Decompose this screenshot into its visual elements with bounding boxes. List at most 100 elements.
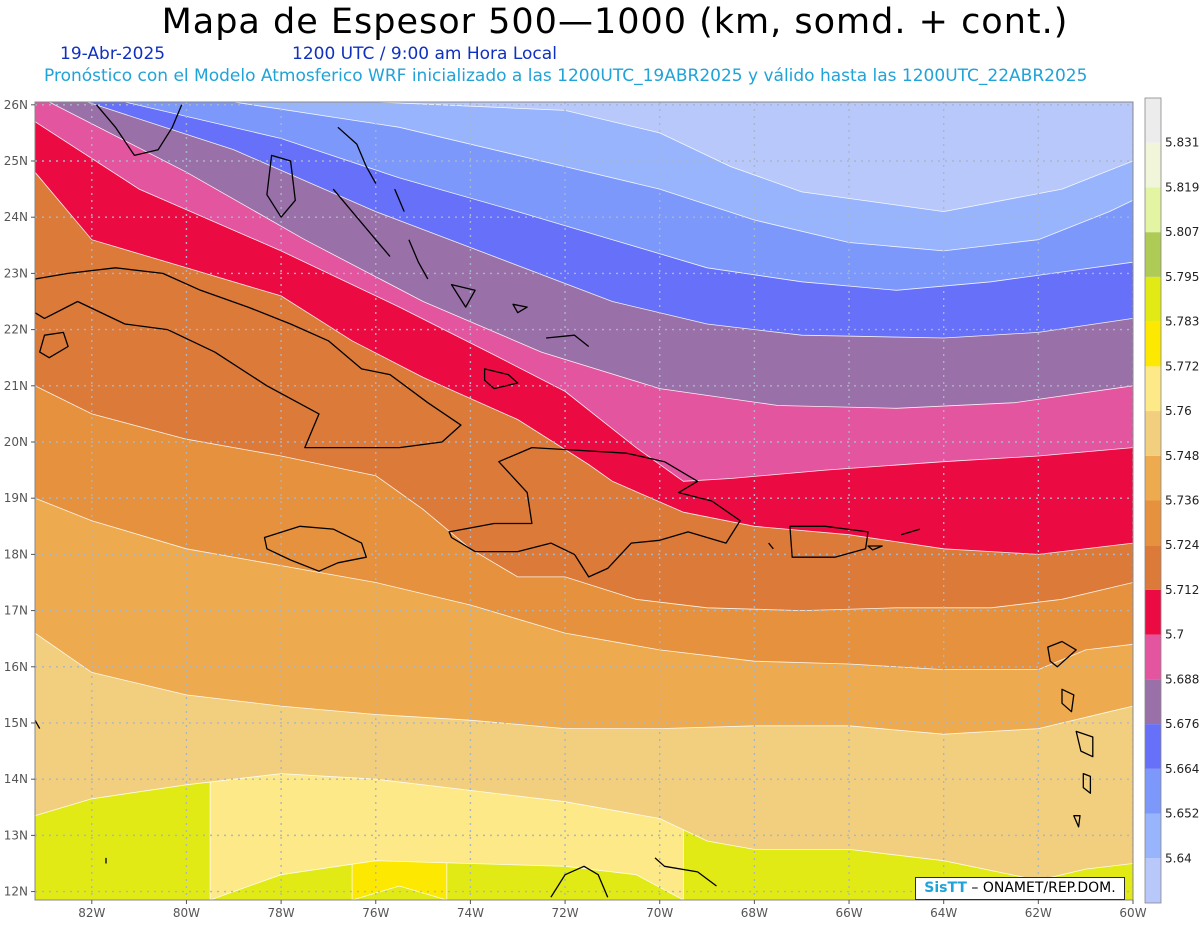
coast-cat-island [394,188,405,212]
coast-eleuthera [337,126,377,184]
lon-tick-label: 78W [268,906,295,920]
coast-turks-caicos [546,334,590,348]
colorbar: 5.64 5.652 5.664 5.676 5.688 5.7 5.712 5.724 5.7… [1144,97,1199,904]
coast-guadeloupe [1047,640,1077,668]
coast-andros [266,154,296,218]
coast-florida [96,104,183,157]
lat-tick-label: 25N [4,154,28,168]
lon-tick-label: 66W [835,906,862,920]
colorbar-swatch [1145,98,1161,143]
colorbar-swatch [1145,813,1161,859]
lat-tick-label: 16N [4,660,28,674]
colorbar-label: 5.664 [1165,762,1199,776]
colorbar-label: 5.7 [1165,628,1184,642]
coast-virgin-islands [900,528,921,536]
colorbar-swatch [1145,545,1161,590]
colorbar-label: 5.736 [1165,494,1199,508]
credit-text: – ONAMET/REP.DOM. [971,880,1116,896]
colorbar-label: 5.783 [1165,315,1199,329]
lat-tick-label: 26N [4,98,28,112]
forecast-time: 1200 UTC / 9:00 am Hora Local [292,44,557,64]
colorbar-swatch [1145,634,1161,680]
lat-tick-label: 15N [4,716,28,730]
coast-isla-juventud [39,331,69,359]
lat-tick-label: 19N [4,491,28,505]
coast-honduras-coast [35,719,41,729]
lat-tick-label: 23N [4,266,28,280]
lat-tick-label: 20N [4,435,28,449]
coast-puerto-rico [789,525,869,558]
brand-logo: SisTT [924,880,967,896]
lat-tick-label: 17N [4,604,28,618]
colorbar-label: 5.712 [1165,583,1199,597]
lat-lon-grid [35,102,1133,900]
colorbar-swatch [1145,187,1161,233]
colorbar-swatch [1145,232,1161,277]
plot-frame [34,101,1134,901]
colorbar-label: 5.676 [1165,717,1199,731]
coast-exuma [332,188,391,257]
colorbar-label: 5.795 [1165,270,1199,284]
coastlines [35,66,1094,898]
lat-tick-label: 13N [4,828,28,842]
coast-great-bahama [234,66,286,80]
lat-tick-label: 21N [4,379,28,393]
colorbar-swatch [1145,455,1161,501]
lat-tick-label: 24N [4,210,28,224]
colorbar-swatch [1145,500,1161,546]
coast-st-lucia [1082,772,1092,794]
coast-guajira [550,865,609,898]
lon-tick-label: 60W [1119,906,1146,920]
coast-cuba [35,267,462,449]
coast-islets-ne [768,542,774,550]
lon-tick-label: 80W [173,906,200,920]
lat-tick-label: 12N [4,885,28,899]
lon-tick-label: 82W [78,906,105,920]
colorbar-label: 5.831 [1165,136,1199,150]
colorbar-label: 5.652 [1165,807,1199,821]
coast-vieques [867,545,883,551]
lat-tick-label: 22N [4,323,28,337]
coast-inagua [483,368,519,390]
colorbar-swatch [1145,411,1161,456]
forecast-description: Pronóstico con el Modelo Atmosferico WRF… [44,66,1088,86]
colorbar-label: 5.772 [1165,359,1199,373]
lon-tick-label: 62W [1025,906,1052,920]
colorbar-swatch [1145,724,1161,769]
colorbar-swatch [1145,366,1161,412]
colorbar-label: 5.76 [1165,404,1192,418]
colorbar-label: 5.748 [1165,449,1199,463]
map-title: Mapa de Espesor 500—1000 (km, somd. + co… [161,2,1069,42]
coast-jamaica [263,525,367,572]
colorbar-swatch [1145,768,1161,814]
coast-dominica [1061,688,1075,713]
map-axes: 82W 80W 78W 76W 74W 72W 70W 68W 66W 64W 62W 60W 26N 2… [4,98,1147,920]
colorbar-swatch [1145,589,1161,635]
coast-curacao-aruba [654,857,717,887]
colorbar-swatch [1145,679,1161,725]
colorbar-swatch [1145,276,1161,322]
colorbar-label: 5.688 [1165,672,1199,686]
forecast-date: 19-Abr-2025 [60,44,166,64]
lon-tick-label: 76W [362,906,389,920]
lon-tick-label: 68W [741,906,768,920]
coast-st-vincent [1073,815,1081,828]
colorbar-swatch [1145,321,1161,367]
coast-mayaguana [512,303,528,314]
coast-hispaniola [448,446,741,578]
credit-box: SisTT – ONAMET/REP.DOM. [915,877,1125,900]
lon-tick-label: 64W [930,906,957,920]
colorbar-label: 5.724 [1165,538,1199,552]
colorbar-swatch [1145,142,1161,188]
lon-tick-label: 70W [646,906,673,920]
lon-tick-label: 72W [551,906,578,920]
lat-tick-label: 14N [4,772,28,786]
coast-martinique [1075,730,1094,758]
lat-tick-label: 18N [4,547,28,561]
colorbar-frame [1144,97,1162,904]
colorbar-label: 5.807 [1165,225,1199,239]
colorbar-label: 5.64 [1165,851,1192,865]
coast-crooked [450,283,476,308]
lon-tick-label: 74W [457,906,484,920]
